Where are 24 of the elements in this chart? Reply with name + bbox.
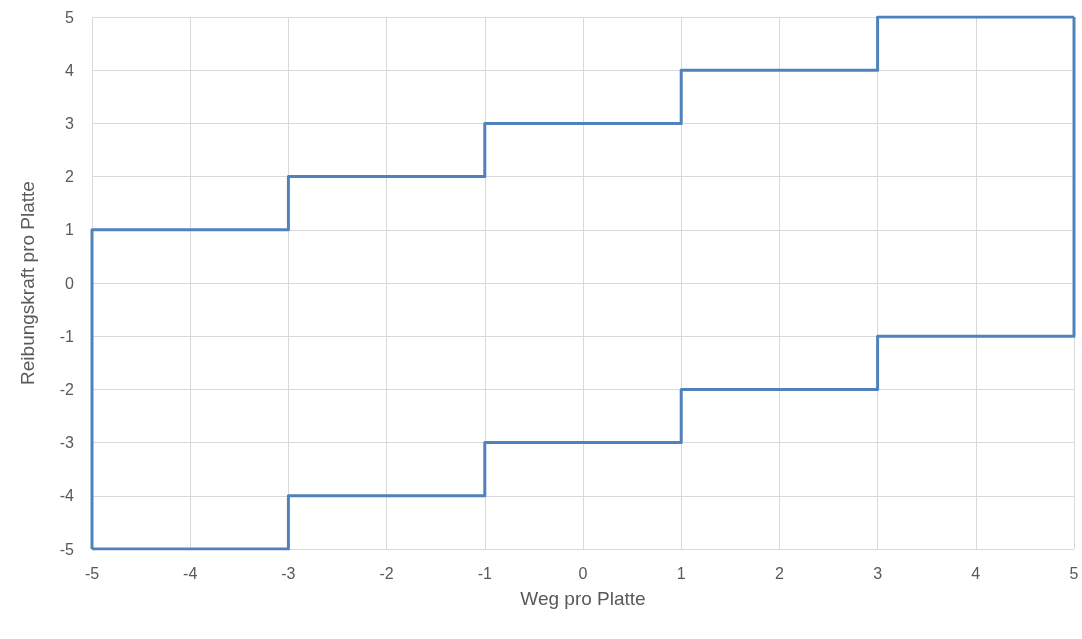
- x-tick-label: 0: [578, 564, 588, 582]
- y-tick-label: 4: [65, 61, 75, 79]
- x-axis-title: Weg pro Platte: [520, 588, 646, 609]
- y-tick-label: 3: [65, 114, 75, 132]
- x-tick-label: -1: [477, 564, 493, 582]
- y-tick-label: 5: [65, 8, 75, 26]
- x-tick-label: -4: [183, 564, 198, 582]
- y-tick-label: -4: [59, 487, 75, 505]
- y-tick-label: 2: [65, 168, 75, 186]
- x-tick-label: -3: [281, 564, 296, 582]
- y-tick-label: -5: [59, 540, 75, 558]
- x-tick-label: -2: [379, 564, 394, 582]
- y-axis-title: Reibungskraft pro Platte: [17, 181, 38, 385]
- x-tick-label: 1: [676, 564, 686, 582]
- x-tick-label: 3: [873, 564, 883, 582]
- x-tick-label: 4: [971, 564, 981, 582]
- y-tick-label: 0: [65, 274, 75, 292]
- y-tick-label: -2: [59, 380, 75, 398]
- y-tick-label: -1: [59, 327, 75, 345]
- x-tick-label: 2: [774, 564, 784, 582]
- y-tick-label: -3: [59, 434, 75, 452]
- x-tick-label: 5: [1069, 564, 1079, 582]
- y-tick-label: 1: [65, 221, 75, 239]
- x-tick-label: -5: [84, 564, 100, 582]
